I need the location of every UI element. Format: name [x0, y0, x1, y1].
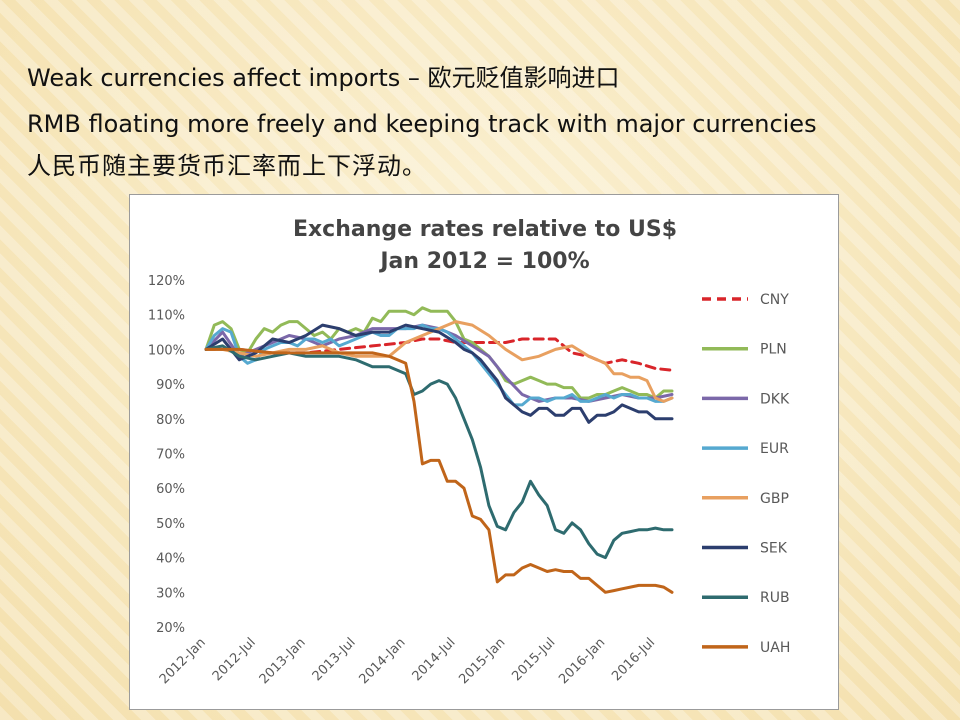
x-tick-label: 2016-Jan	[556, 635, 608, 687]
y-tick-label: 40%	[156, 552, 185, 567]
exchange-rate-chart: Exchange rates relative to US$ Jan 2012 …	[129, 194, 839, 710]
x-tick-label: 2016-Jul	[609, 635, 658, 684]
y-tick-label: 100%	[148, 343, 185, 358]
y-axis: 20% 30% 40% 50% 60% 70% 80% 90% 100% 110% 120%	[148, 274, 185, 636]
y-tick-label: 80%	[156, 413, 185, 428]
y-tick-label: 60%	[156, 482, 185, 497]
slide-heading-line-3: 人民币随主要货币汇率而上下浮动。	[27, 152, 427, 180]
chart-subtitle: Jan 2012 = 100%	[378, 249, 589, 274]
y-tick-label: 90%	[156, 378, 185, 393]
legend-label-pln: PLN	[760, 342, 787, 358]
legend-label-sek: SEK	[760, 541, 788, 557]
y-tick-label: 110%	[148, 309, 185, 324]
series-line-pln	[204, 306, 674, 400]
x-tick-label: 2012-Jan	[157, 635, 209, 687]
legend-label-dkk: DKK	[760, 391, 790, 407]
series-line-uah	[204, 347, 674, 594]
x-tick-label: 2015-Jul	[509, 635, 558, 684]
series-line-sek	[204, 323, 674, 424]
legend-label-uah: UAH	[760, 640, 790, 656]
legend-label-gbp: GBP	[760, 491, 789, 507]
x-tick-label: 2014-Jan	[357, 635, 409, 687]
legend-label-eur: EUR	[760, 441, 789, 457]
x-tick-label: 2013-Jan	[257, 635, 309, 687]
x-tick-label: 2015-Jan	[456, 635, 508, 687]
legend-label-rub: RUB	[760, 590, 790, 606]
series-line-eur	[204, 323, 674, 407]
slide-heading-line-1: Weak currencies affect imports – 欧元贬值影响进…	[27, 64, 620, 92]
series-line-gbp	[204, 320, 674, 403]
chart-title: Exchange rates relative to US$	[293, 217, 677, 242]
y-tick-label: 70%	[156, 448, 185, 463]
chart-canvas: Exchange rates relative to US$ Jan 2012 …	[148, 217, 791, 687]
y-tick-label: 120%	[148, 274, 185, 289]
y-tick-label: 30%	[156, 586, 185, 601]
x-tick-label: 2012-Jul	[210, 635, 259, 684]
slide-heading-line-2: RMB floating more freely and keeping tra…	[27, 110, 817, 138]
chart-legend: CNY PLN DKK EUR GBP SEK RUB UAH	[702, 292, 790, 656]
x-tick-label: 2013-Jul	[310, 635, 359, 684]
x-tick-label: 2014-Jul	[410, 635, 459, 684]
legend-label-cny: CNY	[760, 292, 789, 308]
series-line-cny	[204, 337, 674, 372]
series-line-rub	[204, 344, 674, 560]
plot-area	[204, 306, 674, 594]
y-tick-label: 50%	[156, 517, 185, 532]
y-tick-label: 20%	[156, 621, 185, 636]
